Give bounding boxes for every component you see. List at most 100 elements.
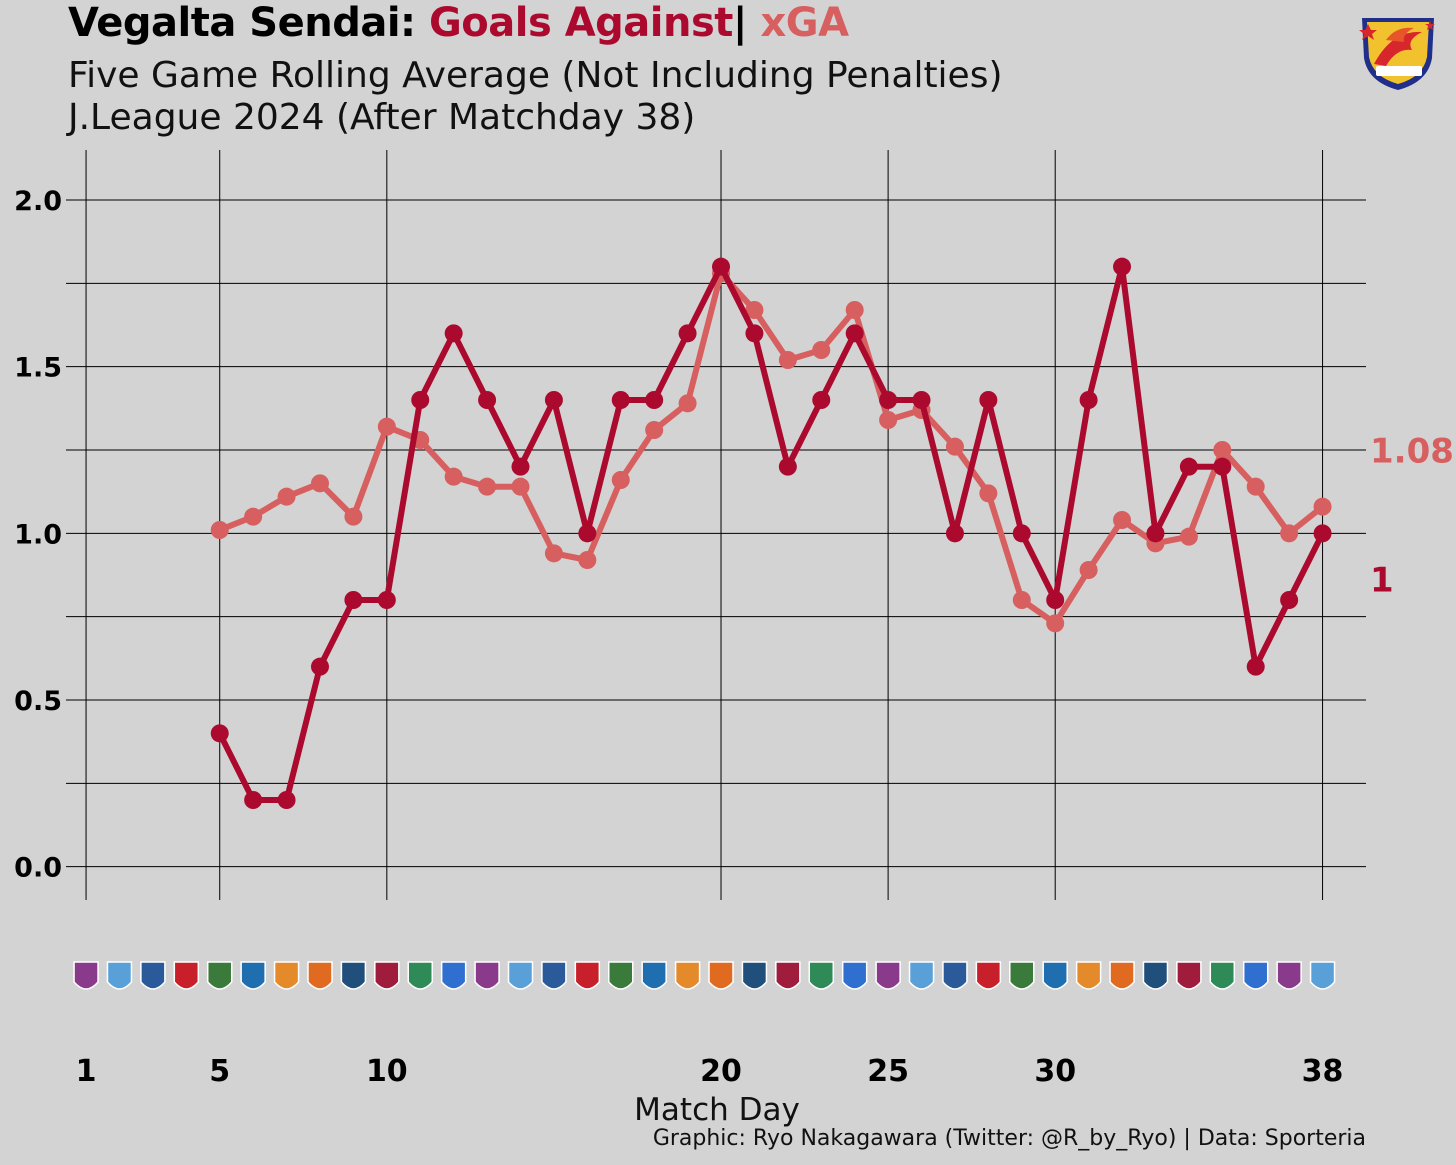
x-tick-label: 30	[1034, 1054, 1076, 1089]
chart-subtitle: Five Game Rolling Average (Not Including…	[68, 55, 1003, 96]
opponent-crest-icon	[1042, 961, 1068, 990]
series-end-label: 1.08	[1370, 432, 1454, 472]
data-point	[745, 324, 764, 343]
data-point	[578, 524, 597, 543]
opponent-crest-icon	[908, 961, 935, 990]
opponent-crest-icon	[173, 961, 200, 990]
data-point	[511, 477, 530, 496]
opponent-crest-icon	[474, 961, 500, 990]
data-point	[1280, 591, 1299, 609]
data-point	[1113, 511, 1132, 529]
data-point	[344, 507, 363, 526]
x-tick-label: 5	[209, 1054, 230, 1089]
opponent-crest-icon	[407, 961, 433, 990]
data-point	[210, 521, 229, 539]
y-tick-label: 1.5	[14, 353, 62, 384]
opponent-crest-icon	[1242, 961, 1269, 990]
data-point	[444, 467, 463, 486]
data-point	[1313, 497, 1332, 516]
data-point	[879, 391, 898, 409]
data-point	[1046, 591, 1065, 609]
x-tick-label: 20	[700, 1054, 742, 1089]
opponent-crest-icon	[1309, 961, 1336, 990]
data-point	[1313, 524, 1332, 543]
end-labels: 1.08 1	[1370, 432, 1454, 601]
data-point	[344, 591, 363, 609]
data-point	[277, 487, 296, 506]
data-point	[745, 301, 764, 319]
data-point	[1046, 614, 1065, 633]
opponent-crest-icon	[641, 961, 667, 990]
opponent-crest-icon	[140, 961, 166, 990]
opponent-crest-icon	[1209, 961, 1236, 990]
opponent-crest-icon	[206, 961, 233, 990]
data-point	[1179, 457, 1198, 476]
opponent-crest-icon	[775, 961, 801, 990]
y-axis: 0.0 0.5 1.0 1.5 2.0	[14, 186, 62, 884]
opponent-badges	[73, 961, 1336, 990]
data-point	[945, 437, 964, 456]
chart-grid	[66, 150, 1366, 900]
data-point	[1213, 441, 1232, 459]
x-axis: 1 5 10 20 25 30 38	[76, 1054, 1344, 1089]
data-point	[812, 341, 831, 359]
data-point	[377, 591, 396, 609]
data-point	[712, 257, 731, 276]
opponent-crest-icon	[1075, 961, 1102, 990]
data-point	[1012, 524, 1031, 543]
data-point	[310, 474, 329, 493]
opponent-crest-icon	[307, 961, 333, 990]
opponent-crest-icon	[608, 961, 634, 990]
data-point	[678, 394, 697, 413]
data-point	[645, 391, 664, 409]
data-point	[611, 471, 630, 489]
series-line	[218, 270, 1325, 627]
opponent-crest-icon	[340, 961, 367, 990]
data-point	[478, 391, 497, 409]
data-point	[1079, 391, 1098, 409]
y-tick-label: 0.0	[14, 853, 62, 884]
y-tick-label: 1.0	[14, 519, 62, 550]
title-goals-against: Goals Against	[428, 0, 733, 46]
vegalta-sendai-crest-icon	[1359, 18, 1435, 90]
y-tick-label: 0.5	[14, 686, 62, 717]
data-point	[812, 391, 831, 409]
data-point	[845, 324, 864, 343]
x-axis-title: Match Day	[634, 1092, 800, 1128]
data-point	[979, 391, 998, 409]
opponent-crest-icon	[875, 961, 901, 990]
data-point	[1079, 561, 1098, 579]
data-point	[411, 391, 430, 409]
opponent-crest-icon	[1009, 961, 1035, 990]
data-point	[444, 324, 463, 343]
data-point	[244, 791, 263, 809]
opponent-crest-icon	[73, 961, 99, 990]
opponent-crest-icon	[975, 961, 1002, 990]
chart-title: Vegalta Sendai: Goals Against| xGA	[68, 0, 849, 46]
data-point	[912, 391, 931, 409]
opponent-crest-icon	[541, 961, 567, 990]
opponent-crest-icon	[942, 961, 968, 990]
data-point	[1146, 524, 1165, 543]
data-point	[310, 657, 329, 676]
data-point	[210, 724, 229, 743]
opponent-crest-icon	[273, 961, 300, 990]
opponent-crest-icon	[808, 961, 835, 990]
opponent-crest-icon	[106, 961, 133, 990]
opponent-crest-icon	[1176, 961, 1202, 990]
x-tick-label: 1	[76, 1054, 97, 1089]
data-point	[678, 324, 697, 343]
title-xga: xGA	[760, 0, 849, 46]
opponent-crest-icon	[741, 961, 768, 990]
data-point	[277, 791, 296, 809]
data-point	[879, 411, 898, 429]
data-point	[945, 524, 964, 543]
opponent-crest-icon	[1276, 961, 1302, 990]
x-tick-label: 38	[1302, 1054, 1344, 1089]
data-point	[1179, 527, 1198, 546]
data-point	[611, 391, 630, 409]
data-point	[1280, 524, 1299, 543]
x-tick-label: 10	[366, 1054, 408, 1089]
data-point	[244, 507, 263, 526]
